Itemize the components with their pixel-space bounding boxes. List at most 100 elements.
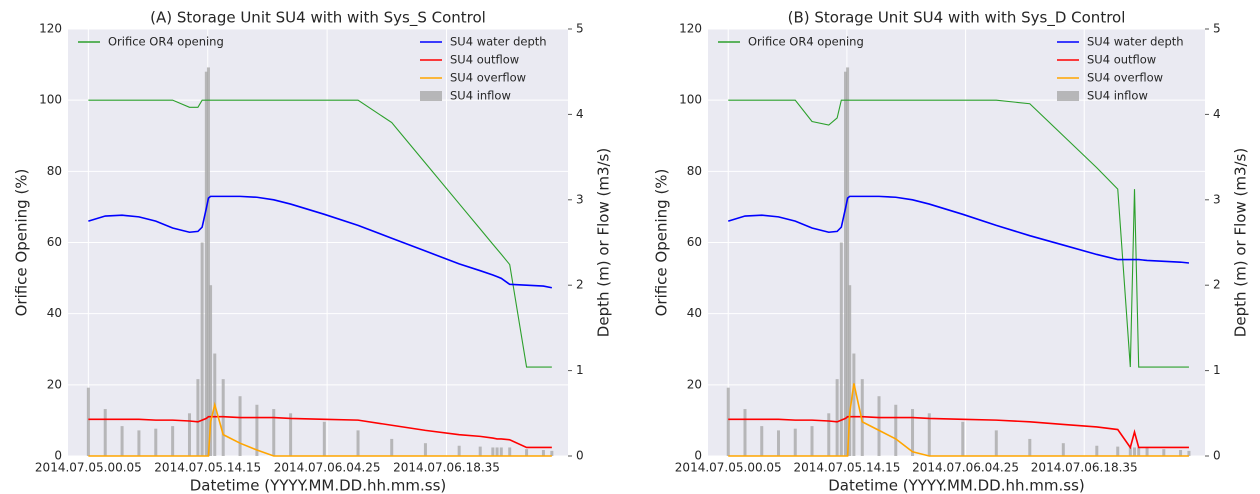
y2-tick-label: 5 — [576, 22, 584, 36]
bar — [491, 447, 495, 456]
bar — [120, 426, 124, 456]
y-tick-label: 60 — [47, 235, 62, 249]
legend-label: SU4 water depth — [1087, 35, 1184, 49]
y-axis-label: Orifice Opening (%) — [13, 169, 31, 317]
y-tick-label: 120 — [39, 22, 62, 36]
bar — [495, 447, 499, 456]
bar — [760, 426, 764, 456]
bar — [423, 443, 427, 456]
bar — [1028, 438, 1032, 456]
legend-label: Orifice OR4 opening — [108, 35, 224, 49]
legend-label: SU4 overflow — [1087, 71, 1163, 85]
x-tick-label: 2014.07.05.14.15 — [154, 461, 261, 475]
bar — [457, 445, 461, 456]
bar — [1187, 450, 1191, 456]
legend-label: SU4 inflow — [1087, 89, 1148, 103]
legend: SU4 water depth SU4 outflow SU4 overflow SU… — [420, 35, 547, 103]
bar — [827, 413, 831, 456]
bar — [204, 71, 208, 456]
y2-tick-label: 3 — [576, 192, 584, 206]
bar — [289, 413, 293, 456]
y2-tick-label: 2 — [1213, 278, 1221, 292]
bar — [1128, 447, 1132, 456]
y-tick-label: 100 — [679, 93, 702, 107]
y2-tick-label: 1 — [1213, 363, 1221, 377]
bar — [206, 67, 210, 457]
y-axis-label: Orifice Opening (%) — [653, 169, 671, 317]
chart-title: (A) Storage Unit SU4 with with Sys_S Con… — [150, 9, 486, 28]
bar — [541, 450, 545, 456]
bar — [777, 430, 781, 456]
bar — [877, 396, 881, 456]
bar — [911, 409, 915, 456]
bar — [1132, 447, 1136, 456]
chart-title: (B) Storage Unit SU4 with with Sys_D Con… — [788, 9, 1126, 28]
bar — [322, 421, 326, 456]
bar — [356, 430, 360, 456]
bar — [743, 409, 747, 456]
y-tick-label: 80 — [687, 164, 702, 178]
line — [88, 415, 552, 449]
legend: Orifice OR4 opening — [78, 35, 224, 49]
y2-axis-label: Depth (m) or Flow (m3/s) — [1232, 148, 1250, 337]
bar — [810, 426, 814, 456]
bar — [835, 379, 839, 456]
bar — [852, 353, 856, 456]
x-tick-label: 2014.07.06.18.35 — [1031, 461, 1138, 475]
legend-label: SU4 outflow — [1087, 53, 1156, 67]
bar — [221, 379, 225, 456]
y-tick-label: 20 — [47, 377, 62, 391]
bar — [860, 379, 864, 456]
x-axis-label: Datetime (YYYY.MM.DD.hh.mm.ss) — [828, 477, 1085, 494]
y-tick-label: 0 — [54, 449, 62, 463]
x-tick-label: 2014.07.05.00.05 — [675, 461, 782, 475]
bar — [927, 413, 931, 456]
bar — [272, 409, 276, 456]
y2-tick-label: 5 — [1213, 22, 1221, 36]
bar — [1061, 443, 1065, 456]
y-tick-label: 20 — [687, 377, 702, 391]
bar — [1179, 450, 1183, 456]
bar — [846, 67, 850, 457]
y2-tick-label: 2 — [576, 278, 584, 292]
legend-label: SU4 overflow — [450, 71, 526, 85]
line — [728, 383, 1189, 457]
line — [728, 99, 1189, 368]
bar — [726, 387, 730, 456]
y-tick-label: 40 — [47, 306, 62, 320]
legend-label: SU4 inflow — [450, 89, 511, 103]
y2-tick-label: 0 — [576, 449, 584, 463]
bar — [1137, 447, 1141, 456]
bar — [238, 396, 242, 456]
bar — [1162, 449, 1166, 456]
line — [88, 401, 552, 457]
bar — [200, 242, 204, 456]
y2-tick-label: 3 — [1213, 192, 1221, 206]
legend: Orifice OR4 opening — [718, 35, 864, 49]
line — [728, 195, 1190, 264]
y2-tick-label: 1 — [576, 363, 584, 377]
legend-label: Orifice OR4 opening — [748, 35, 864, 49]
bar — [508, 447, 512, 456]
bar — [550, 450, 554, 456]
bar — [255, 404, 259, 456]
bar — [187, 413, 191, 456]
bar — [154, 428, 158, 456]
legend-label: SU4 outflow — [450, 53, 519, 67]
legend: SU4 water depth SU4 outflow SU4 overflow SU… — [1057, 35, 1184, 103]
bar — [1116, 446, 1120, 456]
y-tick-label: 80 — [47, 164, 62, 178]
bar — [961, 421, 965, 456]
legend-label: SU4 water depth — [450, 35, 547, 49]
bar — [171, 426, 175, 456]
x-tick-label: 2014.07.05.14.15 — [793, 461, 900, 475]
bar — [994, 430, 998, 456]
bar — [1145, 447, 1149, 456]
y-tick-label: 60 — [687, 235, 702, 249]
x-tick-label: 2014.07.06.04.25 — [274, 461, 381, 475]
bar — [478, 446, 482, 456]
bar — [196, 379, 200, 456]
x-tick-label: 2014.07.06.18.35 — [393, 461, 500, 475]
bar — [137, 430, 141, 456]
